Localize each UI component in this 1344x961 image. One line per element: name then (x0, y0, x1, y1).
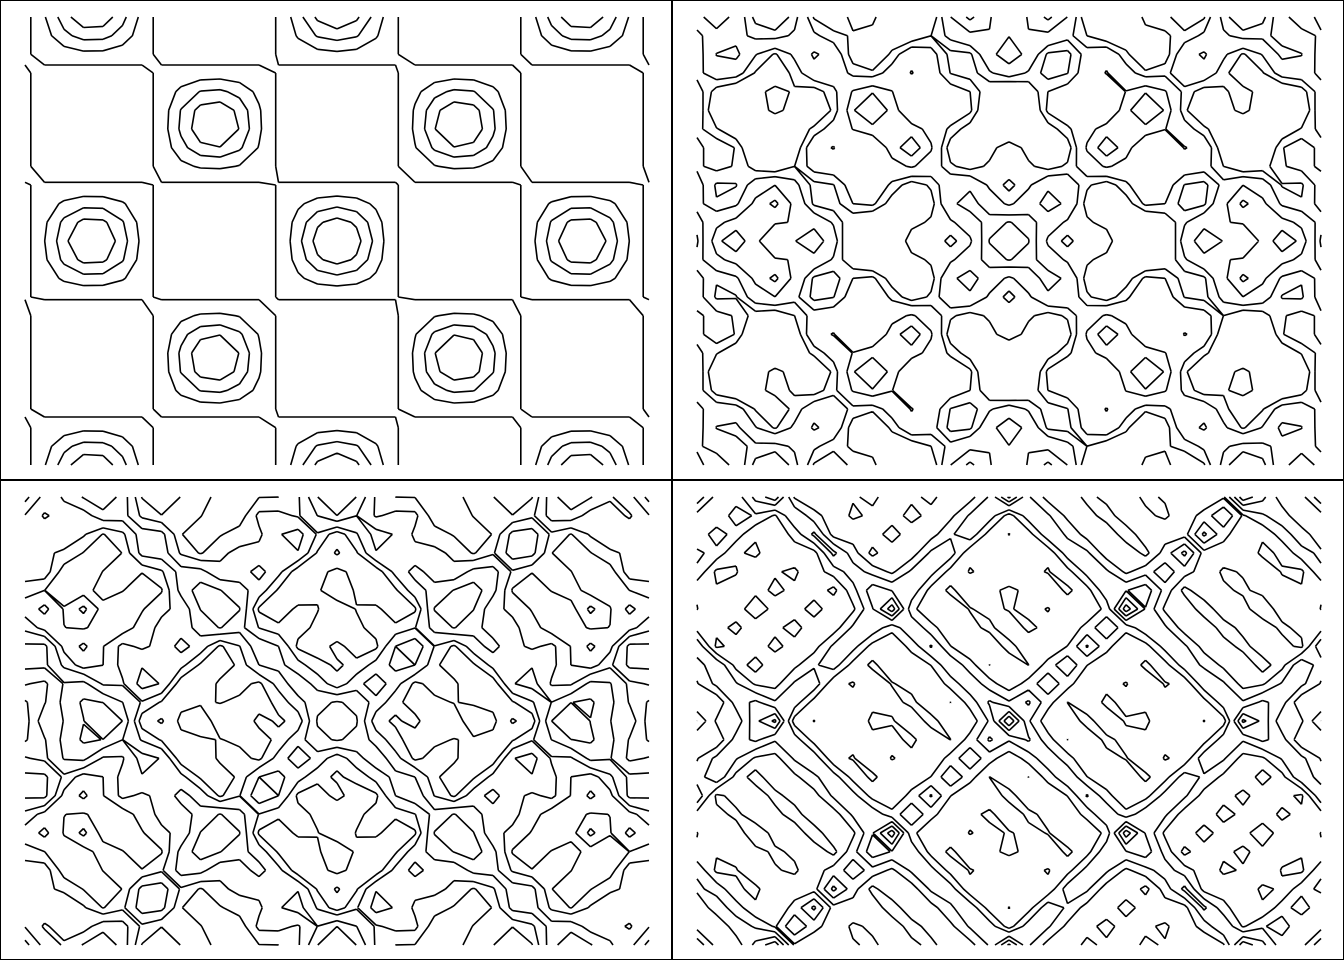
contour-plot-4 (673, 481, 1344, 961)
contour-line-level-4 (697, 497, 1321, 945)
contour-line-level-3 (57, 17, 618, 465)
contour-line-level-7 (750, 497, 1269, 945)
contour-line-level-4 (68, 17, 606, 465)
contour-line-level-1 (25, 17, 649, 465)
contour-panel-3 (0, 480, 672, 960)
contour-line-level-4 (25, 497, 649, 945)
contour-panel-2 (672, 0, 1344, 480)
contour-plot-2 (673, 1, 1344, 481)
contour-plot-3 (1, 481, 673, 961)
contour-plot-1 (1, 1, 673, 481)
contour-line-level-6 (697, 497, 1321, 945)
contour-line-level-3 (712, 17, 1306, 465)
contour-line-level-2 (45, 17, 630, 465)
contour-line-level-8 (759, 497, 1259, 945)
contour-line-level-5 (697, 497, 1321, 945)
contour-panel-4 (672, 480, 1344, 960)
contour-panel-1 (0, 0, 672, 480)
contour-line-level-5 (80, 497, 594, 945)
contour-line-level-4 (722, 17, 1297, 465)
contour-line-level-2 (25, 497, 649, 945)
contour-line-level-2 (697, 17, 1321, 465)
contour-line-level-9 (772, 497, 1246, 945)
contour-line-level-3 (25, 497, 649, 945)
contour-line-level-1 (697, 17, 1321, 465)
